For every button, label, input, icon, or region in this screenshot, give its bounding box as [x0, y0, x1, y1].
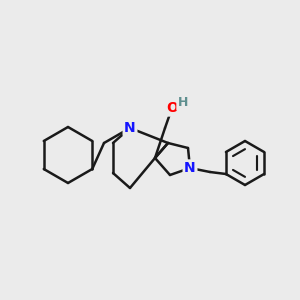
Text: H: H — [178, 97, 188, 110]
Text: N: N — [124, 121, 136, 135]
Text: O: O — [166, 101, 178, 115]
Text: N: N — [184, 161, 196, 175]
